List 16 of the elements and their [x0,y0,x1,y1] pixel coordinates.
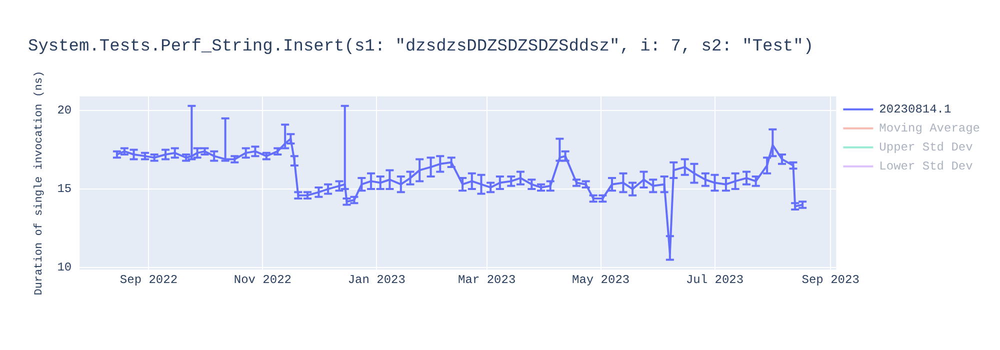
y-tick-label: 20 [57,104,72,118]
legend-label: Lower Std Dev [879,160,973,174]
y-axis-title: Duration of single invocation (ns) [34,70,46,296]
x-tick-label: Sep 2022 [120,272,178,287]
y-tick-label: 15 [57,182,72,196]
x-tick-label: Jan 2023 [348,272,406,287]
legend-label: Moving Average [879,122,980,136]
chart-title: System.Tests.Perf_String.Insert(s1: "dzsdzsDDZSDZSDZSddsz", i: 7, s2: "Test") [28,38,814,57]
y-tick-label: 10 [57,260,72,275]
x-tick-label: May 2023 [572,272,630,287]
x-tick-label: Sep 2023 [802,272,860,287]
x-tick-label: Nov 2022 [234,272,292,287]
x-tick-label: Jul 2023 [686,272,744,287]
legend-label: Upper Std Dev [879,140,973,155]
legend-label: 20230814.1 [879,102,952,117]
x-tick-label: Mar 2023 [458,272,516,287]
